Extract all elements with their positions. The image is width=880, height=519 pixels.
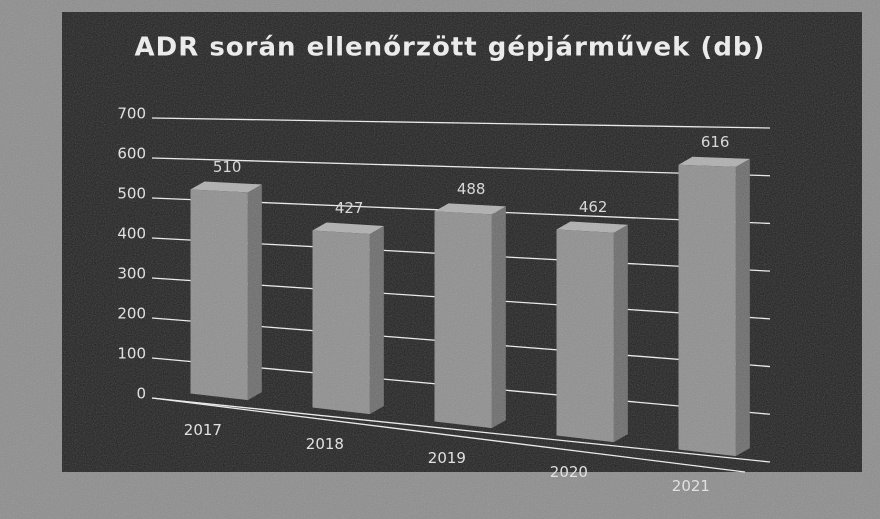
y-tick-label: 100 <box>117 345 146 363</box>
value-label: 427 <box>335 199 364 217</box>
bar <box>434 211 492 429</box>
y-tick-label: 400 <box>117 225 146 243</box>
bar <box>190 189 248 401</box>
y-tick-label: 200 <box>117 305 146 323</box>
x-tick-label: 2018 <box>306 435 344 453</box>
bar-side <box>613 224 628 443</box>
bar <box>678 164 736 457</box>
bar-side <box>369 225 384 415</box>
y-tick-label: 600 <box>117 145 146 163</box>
bar-side <box>735 158 750 457</box>
value-label: 510 <box>213 158 242 176</box>
x-tick-label: 2019 <box>428 449 466 467</box>
value-label: 488 <box>457 180 486 198</box>
bar-side <box>491 206 506 429</box>
chart-title: ADR során ellenőrzött gépjárművek (db) <box>135 33 766 63</box>
y-tick-label: 0 <box>136 385 146 403</box>
x-tick-label: 2020 <box>550 463 588 481</box>
bar <box>312 230 370 415</box>
y-tick-label: 300 <box>117 265 146 283</box>
bar-side <box>247 184 262 401</box>
value-label: 616 <box>701 133 730 151</box>
y-tick-label: 700 <box>117 105 146 123</box>
bar <box>556 229 614 443</box>
y-tick-label: 500 <box>117 185 146 203</box>
value-label: 462 <box>579 198 608 216</box>
x-tick-label: 2021 <box>672 477 710 495</box>
x-tick-label: 2017 <box>184 421 222 439</box>
